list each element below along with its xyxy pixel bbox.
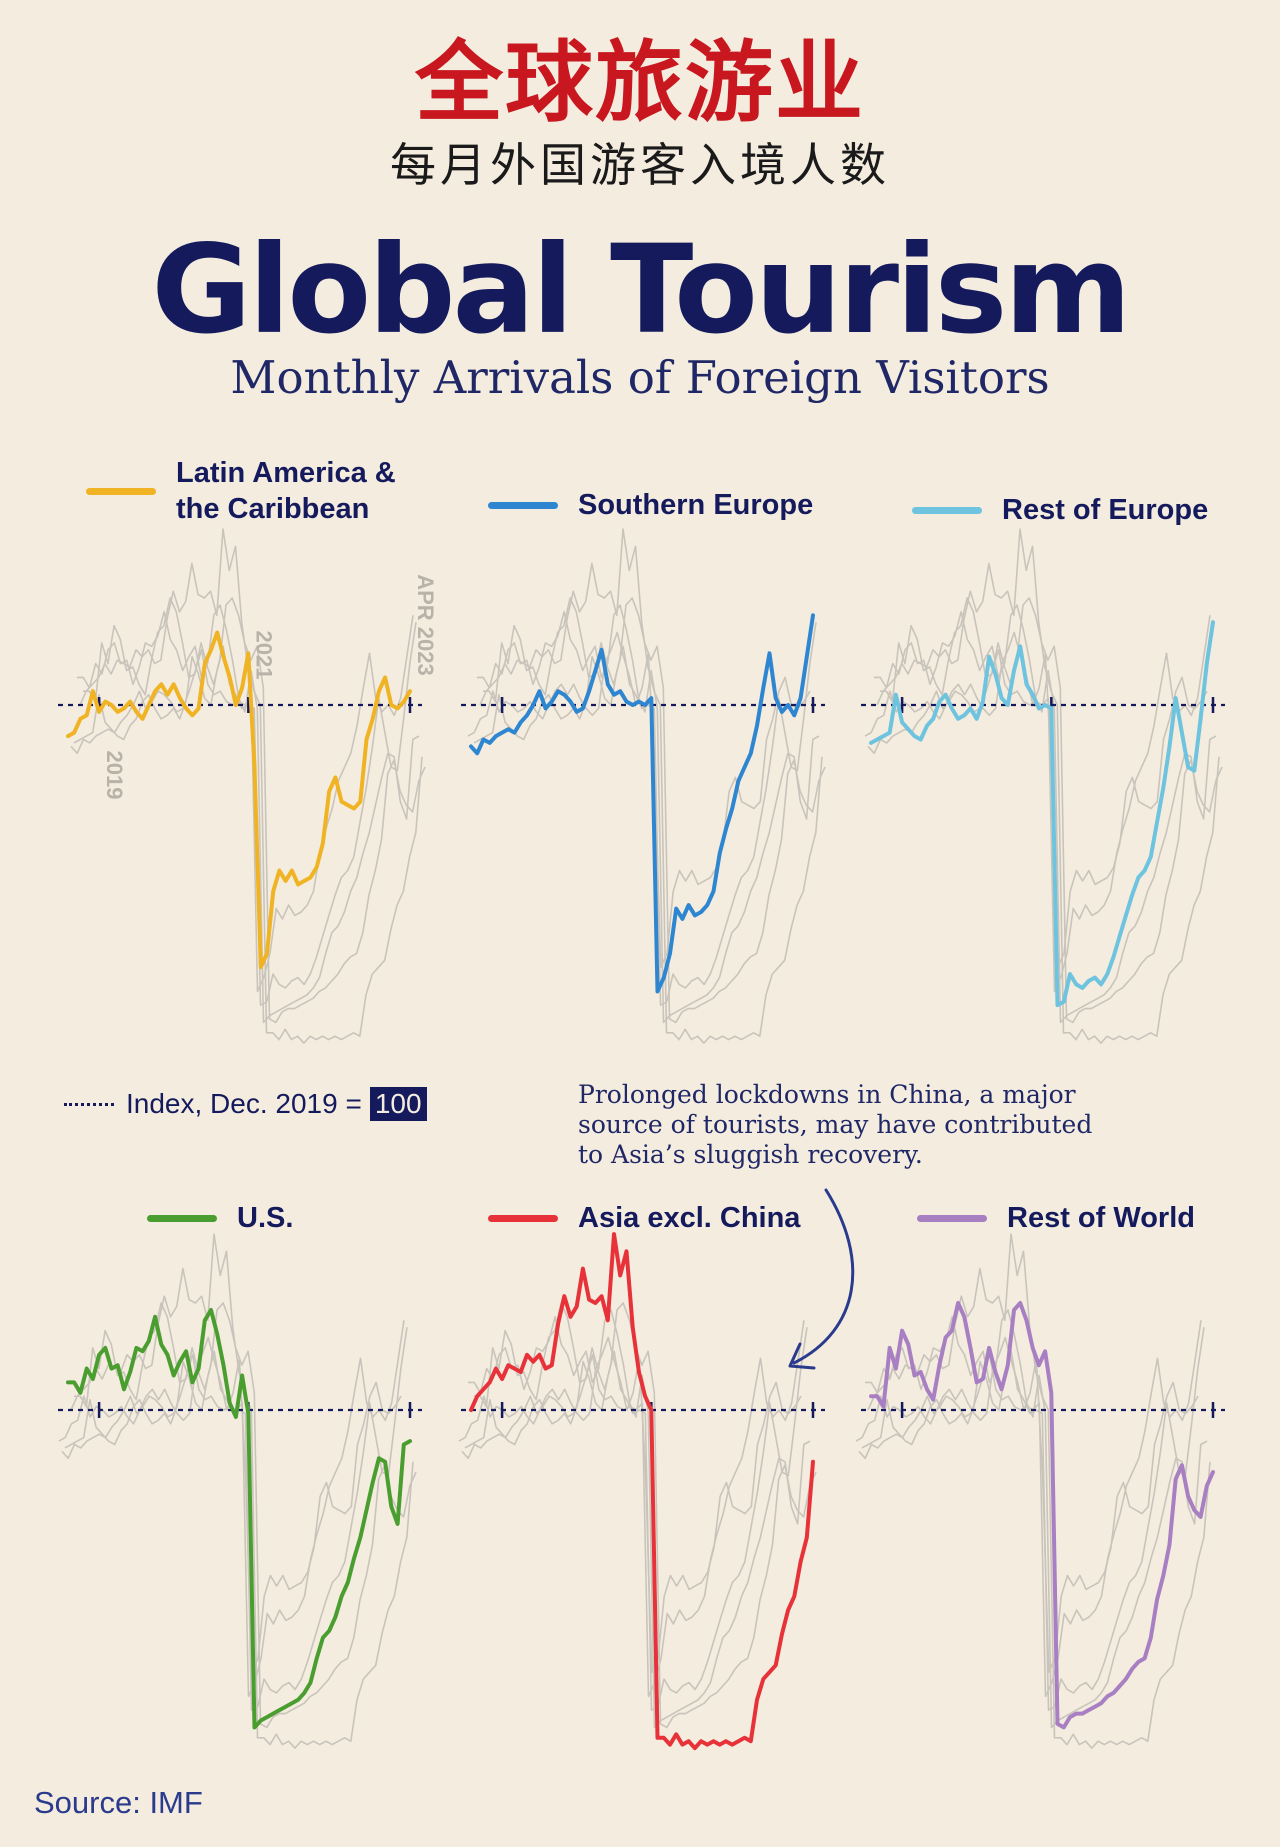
ghost-line-row (74, 1302, 417, 1729)
legend-swatch-us (147, 1214, 217, 1222)
series-line-seurope (469, 613, 815, 994)
ghost-line-seurope (867, 615, 1211, 993)
english-title: Global Tourism (151, 219, 1131, 361)
series-line-latam (66, 630, 412, 970)
ghost-line-asia (867, 1233, 1211, 1749)
chart-panel-latam: 2019 2021 APR 2023 (58, 528, 438, 1044)
legend-swatch-seurope (488, 501, 558, 509)
ghost-line-row (83, 597, 426, 1024)
legend-seurope: Southern Europe (488, 487, 813, 523)
chart-panel-seurope (461, 528, 826, 1044)
legend-us: U.S. (147, 1200, 293, 1236)
legend-reurope: Rest of Europe (912, 492, 1208, 528)
legend-asia: Asia excl. China (488, 1200, 800, 1236)
ghost-line-asia (479, 528, 823, 1044)
chart-panel-reurope (861, 528, 1225, 1044)
tick-label-0: 2019 (102, 751, 127, 800)
ghost-line-row (483, 597, 826, 1024)
legend-row: Rest of World (917, 1200, 1195, 1236)
legend-label-latam: Latin America & the Caribbean (176, 457, 396, 525)
ghost-line-us (477, 604, 820, 1024)
ghost-line-us (468, 1309, 811, 1729)
china-annotation: Prolonged lockdowns in China, a major so… (578, 1080, 1093, 1169)
chart-panel-us (58, 1233, 422, 1749)
series-line-reurope (869, 620, 1215, 1008)
legend-latam: Latin America & the Caribbean (86, 455, 396, 527)
ghost-line-row (880, 597, 1223, 1024)
english-subtitle: Monthly Arrivals of Foreign Visitors (230, 351, 1050, 404)
tick-label-2: APR 2023 (413, 574, 438, 676)
ghost-line-asia (876, 528, 1220, 1044)
chart-panel-asia (458, 1232, 825, 1751)
index-dotted-line (64, 1102, 114, 1106)
legend-swatch-reurope (912, 506, 982, 514)
ghost-line-us (865, 1309, 1208, 1729)
legend-label-us: U.S. (237, 1202, 294, 1234)
ghost-line-us (874, 604, 1217, 1024)
chinese-subtitle: 每月外国游客入境人数 (390, 138, 890, 192)
chinese-title: 全球旅游业 (414, 31, 865, 134)
series-line-us (66, 1308, 412, 1730)
index-note-value: 100 (369, 1087, 427, 1121)
series-line-row (869, 1301, 1215, 1730)
chart-panel-row (855, 1233, 1225, 1749)
source-note: Source: IMF (34, 1785, 203, 1820)
index-note: Index, Dec. 2019 = 100 (64, 1087, 427, 1121)
ghost-line-seurope (70, 615, 414, 993)
ghost-line-us (77, 604, 420, 1024)
legend-label-seurope: Southern Europe (578, 489, 814, 521)
legend-label-asia: Asia excl. China (578, 1202, 801, 1234)
index-note-label: Index, Dec. 2019 = (126, 1088, 362, 1119)
legend-swatch-row (917, 1214, 987, 1222)
legend-label-row: Rest of World (1007, 1202, 1195, 1234)
ghost-line-row (474, 1302, 817, 1729)
legend-swatch-latam (86, 487, 156, 495)
ghost-line-seurope (461, 1320, 805, 1698)
tick-label-1: 2021 (251, 631, 276, 680)
series-line-asia (469, 1232, 815, 1751)
legend-label-reurope: Rest of Europe (1002, 494, 1209, 526)
legend-swatch-asia (488, 1214, 558, 1222)
ghost-line-seurope (858, 1320, 1202, 1698)
